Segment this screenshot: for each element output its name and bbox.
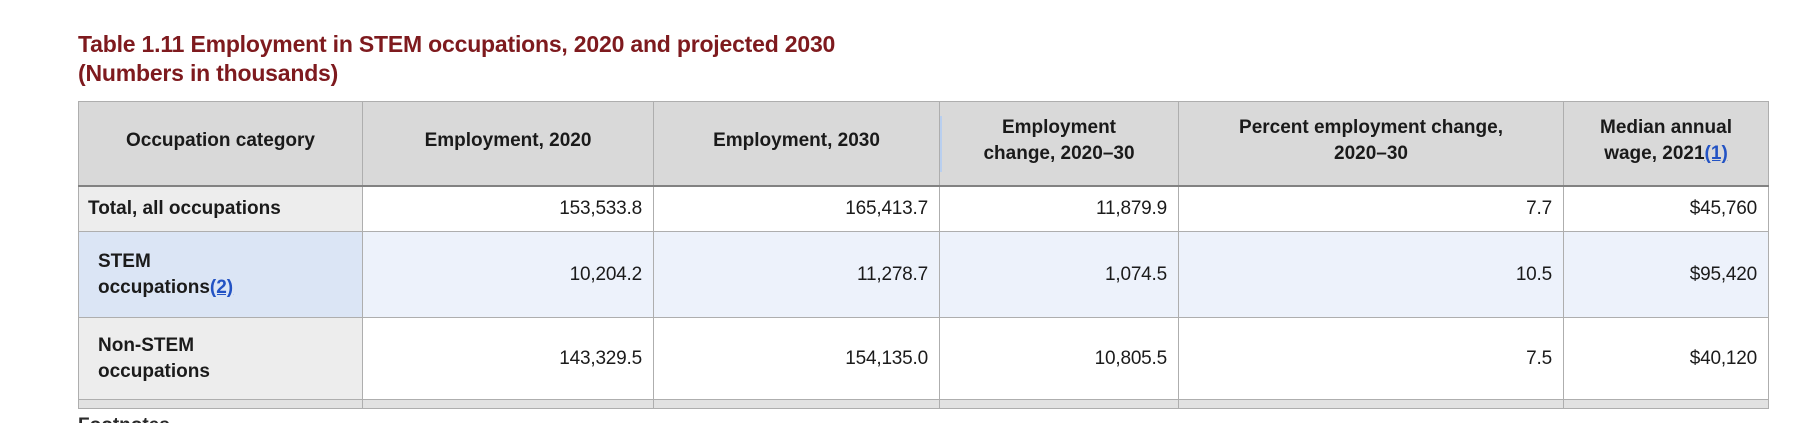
category-cell: STEM occupations(2) bbox=[78, 231, 363, 318]
data-cell: 7.7 bbox=[1178, 185, 1564, 232]
footer-sliver-cell bbox=[78, 399, 363, 409]
data-cell: 1,074.5 bbox=[939, 231, 1179, 318]
footer-sliver-cell bbox=[1563, 399, 1769, 409]
data-cell: $40,120 bbox=[1563, 317, 1769, 400]
data-cell: 7.5 bbox=[1178, 317, 1564, 400]
data-cell: 143,329.5 bbox=[362, 317, 654, 400]
category-cell: Total, all occupations bbox=[78, 185, 363, 232]
col-header-employment-2020: Employment, 2020 bbox=[362, 101, 654, 187]
col-header-employment-change: Employment change, 2020–30 bbox=[939, 101, 1179, 187]
category-cell: Non-STEM occupations bbox=[78, 317, 363, 400]
table-row-nonstem: Non-STEM occupations 143,329.5 154,135.0… bbox=[78, 317, 1769, 400]
table-subtitle: (Numbers in thousands) bbox=[78, 60, 339, 86]
col-header-median-wage: Median annual wage, 2021(1) bbox=[1563, 101, 1769, 187]
data-cell: 11,879.9 bbox=[939, 185, 1179, 232]
data-cell: 10,204.2 bbox=[362, 231, 654, 318]
category-label: STEM occupations bbox=[98, 250, 210, 298]
data-cell: 154,135.0 bbox=[653, 317, 940, 400]
col-header-occupation-category: Occupation category bbox=[78, 101, 363, 187]
footnote-2-link[interactable]: (2) bbox=[209, 276, 234, 298]
col-header-label: Employment, 2020 bbox=[424, 130, 592, 152]
footnote-1-link[interactable]: (1) bbox=[1704, 143, 1728, 165]
footnotes-label: Footnotes bbox=[78, 415, 170, 423]
footer-sliver-cell bbox=[939, 399, 1179, 409]
data-cell: $95,420 bbox=[1563, 231, 1769, 318]
table-row-total: Total, all occupations 153,533.8 165,413… bbox=[78, 185, 1769, 232]
data-cell: 165,413.7 bbox=[653, 185, 940, 232]
data-cell: 10,805.5 bbox=[939, 317, 1179, 400]
col-header-label: Occupation category bbox=[126, 130, 315, 152]
table-title-block: Table 1.11 Employment in STEM occupation… bbox=[78, 30, 1802, 88]
column-divider-highlight bbox=[940, 116, 942, 172]
col-header-label: Percent employment change, 2020–30 bbox=[1239, 117, 1503, 165]
col-header-percent-change: Percent employment change, 2020–30 bbox=[1178, 101, 1564, 187]
col-header-label-text: Median annual wage, 2021 bbox=[1600, 117, 1732, 165]
data-cell: 11,278.7 bbox=[653, 231, 940, 318]
table-footer-sliver bbox=[78, 399, 1769, 409]
footer-sliver-cell bbox=[362, 399, 654, 409]
table-row-stem: STEM occupations(2) 10,204.2 11,278.7 1,… bbox=[78, 231, 1769, 318]
col-header-label: Employment change, 2020–30 bbox=[983, 117, 1135, 165]
col-header-label: Employment, 2030 bbox=[713, 130, 880, 152]
footer-sliver-cell bbox=[1178, 399, 1564, 409]
table-title: Table 1.11 Employment in STEM occupation… bbox=[78, 31, 836, 57]
header-row: Occupation category Employment, 2020 Emp… bbox=[78, 101, 1769, 187]
category-label: Total, all occupations bbox=[88, 197, 281, 219]
page-content: Table 1.11 Employment in STEM occupation… bbox=[78, 30, 1802, 423]
data-cell: 10.5 bbox=[1178, 231, 1564, 318]
category-label: Non-STEM occupations bbox=[98, 334, 210, 382]
footnotes-section-clipped: Footnotes bbox=[78, 414, 1802, 423]
data-cell: 153,533.8 bbox=[362, 185, 654, 232]
col-header-employment-2030: Employment, 2030 bbox=[653, 101, 940, 187]
data-cell: $45,760 bbox=[1563, 185, 1769, 232]
stem-employment-table: Occupation category Employment, 2020 Emp… bbox=[78, 101, 1769, 409]
footer-sliver-cell bbox=[653, 399, 940, 409]
col-header-label: Median annual wage, 2021(1) bbox=[1586, 115, 1746, 167]
